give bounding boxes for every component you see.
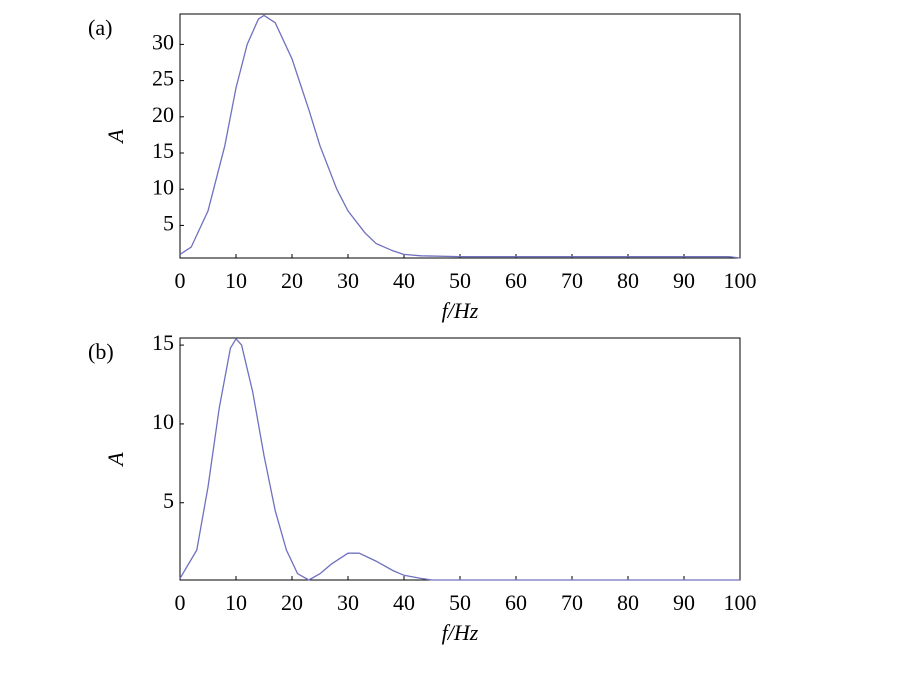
plot-frame: [179, 337, 741, 581]
x-axis-label: f/Hz: [442, 620, 479, 645]
data-line: [179, 337, 740, 581]
y-tick-label: 5: [163, 488, 174, 513]
x-tick-label: 50: [449, 590, 471, 615]
x-tick-label: 20: [281, 590, 303, 615]
y-axis-label: A: [103, 452, 128, 468]
y-tick-label: 10: [152, 409, 174, 434]
x-tick-label: 50: [449, 268, 471, 293]
y-tick-label: 15: [152, 138, 174, 163]
y-tick-label: 10: [152, 174, 174, 199]
x-tick-label: 70: [561, 590, 583, 615]
panel-label: (a): [88, 15, 112, 40]
x-tick-label: 20: [281, 268, 303, 293]
x-tick-label: 40: [393, 268, 415, 293]
y-tick-label: 25: [152, 66, 174, 91]
x-tick-label: 0: [175, 590, 186, 615]
x-tick-label: 90: [673, 590, 695, 615]
y-tick-label: 30: [152, 29, 174, 54]
plot-frame: [179, 13, 741, 259]
x-tick-label: 80: [617, 268, 639, 293]
x-tick-label: 60: [505, 268, 527, 293]
x-tick-label: 100: [724, 590, 757, 615]
x-tick-label: 90: [673, 268, 695, 293]
y-tick-label: 5: [163, 210, 174, 235]
x-tick-label: 10: [225, 268, 247, 293]
y-axis-label: A: [103, 129, 128, 145]
y-tick-label: 20: [152, 102, 174, 127]
y-tick-label: 15: [152, 330, 174, 355]
x-tick-label: 80: [617, 590, 639, 615]
panel-label: (b): [88, 339, 114, 364]
data-line: [179, 14, 741, 259]
x-tick-label: 30: [337, 590, 359, 615]
x-tick-label: 10: [225, 590, 247, 615]
x-tick-label: 100: [724, 268, 757, 293]
x-tick-label: 60: [505, 590, 527, 615]
x-tick-label: 30: [337, 268, 359, 293]
x-tick-label: 40: [393, 590, 415, 615]
x-axis-label: f/Hz: [442, 298, 479, 323]
x-tick-label: 70: [561, 268, 583, 293]
x-tick-label: 0: [175, 268, 186, 293]
